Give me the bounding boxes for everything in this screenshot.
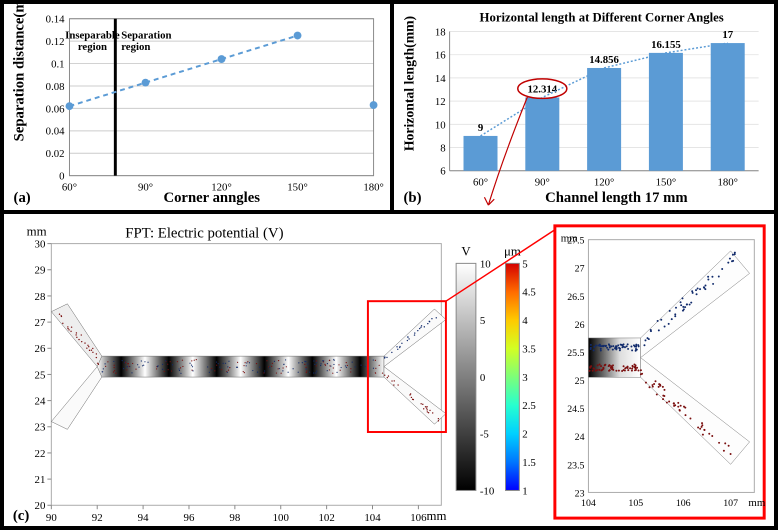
svg-text:106: 106	[676, 498, 691, 509]
svg-text:3.5: 3.5	[522, 343, 536, 355]
svg-text:107: 107	[723, 498, 738, 509]
svg-text:102: 102	[318, 512, 334, 524]
svg-text:180°: 180°	[363, 181, 383, 193]
svg-text:96: 96	[184, 512, 195, 524]
svg-text:150°: 150°	[656, 176, 676, 188]
panel-c-yunit: mm	[27, 225, 47, 239]
svg-text:60°: 60°	[62, 181, 77, 193]
svg-text:90°: 90°	[138, 181, 153, 193]
svg-text:98: 98	[229, 512, 240, 524]
svg-text:25.5: 25.5	[567, 348, 584, 359]
svg-text:105: 105	[628, 498, 643, 509]
svg-text:2.5: 2.5	[522, 400, 536, 412]
svg-text:90: 90	[46, 512, 57, 524]
svg-text:9: 9	[478, 122, 483, 134]
separation-region-label: Separationregion	[121, 29, 171, 53]
svg-text:10: 10	[480, 258, 491, 270]
svg-text:17: 17	[722, 29, 733, 41]
svg-text:0.04: 0.04	[46, 126, 65, 138]
svg-text:26.5: 26.5	[567, 292, 584, 303]
svg-text:10: 10	[435, 119, 446, 131]
svg-text:0: 0	[480, 372, 486, 384]
svg-text:23.5: 23.5	[567, 460, 584, 471]
svg-text:8: 8	[440, 142, 445, 154]
svg-text:16: 16	[435, 50, 446, 62]
svg-text:94: 94	[138, 512, 149, 524]
svg-text:0.08: 0.08	[46, 81, 65, 93]
svg-text:21: 21	[35, 474, 46, 486]
svg-text:6: 6	[440, 166, 446, 178]
svg-text:24: 24	[575, 432, 585, 443]
svg-text:23: 23	[35, 422, 46, 434]
svg-text:1: 1	[522, 485, 527, 497]
svg-text:104: 104	[581, 498, 596, 509]
inseparable-region-label: Inseparableregion	[65, 29, 120, 53]
svg-text:60°: 60°	[473, 176, 488, 188]
svg-text:25: 25	[35, 369, 46, 381]
svg-text:12: 12	[435, 96, 446, 108]
svg-text:106: 106	[410, 512, 427, 524]
svg-text:92: 92	[92, 512, 103, 524]
svg-text:2: 2	[522, 429, 527, 441]
svg-text:14.856: 14.856	[589, 54, 619, 66]
svg-text:90°: 90°	[535, 176, 550, 188]
svg-text:12.314: 12.314	[527, 84, 557, 96]
panel-a-xlabel: Corner anngles	[163, 190, 260, 206]
panel-a: Separation distance(mm) 00.020.040.060.0…	[2, 2, 392, 212]
svg-text:24.5: 24.5	[567, 404, 584, 415]
panel-b-ylabel: Horizontal length(mm)	[401, 16, 417, 151]
svg-text:mm: mm	[748, 497, 765, 509]
svg-text:V: V	[461, 244, 471, 258]
svg-text:22: 22	[35, 448, 46, 460]
svg-text:mm: mm	[561, 233, 578, 245]
panel-a-tag: (a)	[14, 190, 31, 206]
panel-b: Horizontal length at Different Corner An…	[392, 2, 776, 212]
svg-text:μm: μm	[504, 244, 521, 258]
svg-text:4: 4	[522, 315, 528, 327]
svg-text:24: 24	[35, 396, 46, 408]
svg-text:25: 25	[575, 376, 585, 387]
svg-text:26: 26	[575, 320, 585, 331]
panel-c: 2021222324252627282930909294969810010210…	[2, 212, 776, 528]
svg-text:120°: 120°	[594, 176, 614, 188]
svg-text:16.155: 16.155	[651, 39, 681, 51]
svg-text:27: 27	[35, 317, 46, 329]
svg-text:0.12: 0.12	[46, 36, 65, 48]
panel-a-ylabel: Separation distance(mm)	[11, 4, 27, 141]
svg-text:0.02: 0.02	[46, 148, 65, 160]
svg-text:14: 14	[435, 73, 446, 85]
svg-text:26: 26	[35, 343, 46, 355]
svg-text:20: 20	[35, 500, 46, 512]
svg-text:5: 5	[522, 258, 527, 270]
panel-b-title: Horizontal length at Different Corner An…	[480, 11, 724, 25]
svg-text:18: 18	[435, 26, 446, 38]
svg-text:180°: 180°	[717, 176, 737, 188]
panel-c-tag: (c)	[13, 508, 29, 524]
svg-text:0.1: 0.1	[51, 58, 64, 70]
svg-text:150°: 150°	[287, 181, 307, 193]
svg-text:-10: -10	[480, 485, 495, 497]
svg-text:0.06: 0.06	[46, 103, 65, 115]
svg-text:-5: -5	[480, 429, 489, 441]
svg-text:4.5: 4.5	[522, 287, 536, 299]
svg-text:30: 30	[35, 239, 46, 251]
panel-b-tag: (b)	[404, 190, 422, 206]
panel-c-title: FPT: Electric potential (V)	[125, 226, 283, 242]
svg-text:1.5: 1.5	[522, 457, 536, 469]
svg-text:29: 29	[35, 265, 46, 277]
panel-b-xlabel: Channel length 17 mm	[545, 190, 688, 206]
svg-text:28: 28	[35, 291, 46, 303]
svg-text:3: 3	[522, 372, 527, 384]
svg-text:5: 5	[480, 315, 485, 327]
svg-text:104: 104	[364, 512, 381, 524]
svg-text:100: 100	[273, 512, 290, 524]
svg-text:0.14: 0.14	[46, 14, 65, 26]
svg-text:27: 27	[575, 264, 585, 275]
panel-c-xunit: mm	[427, 509, 447, 523]
